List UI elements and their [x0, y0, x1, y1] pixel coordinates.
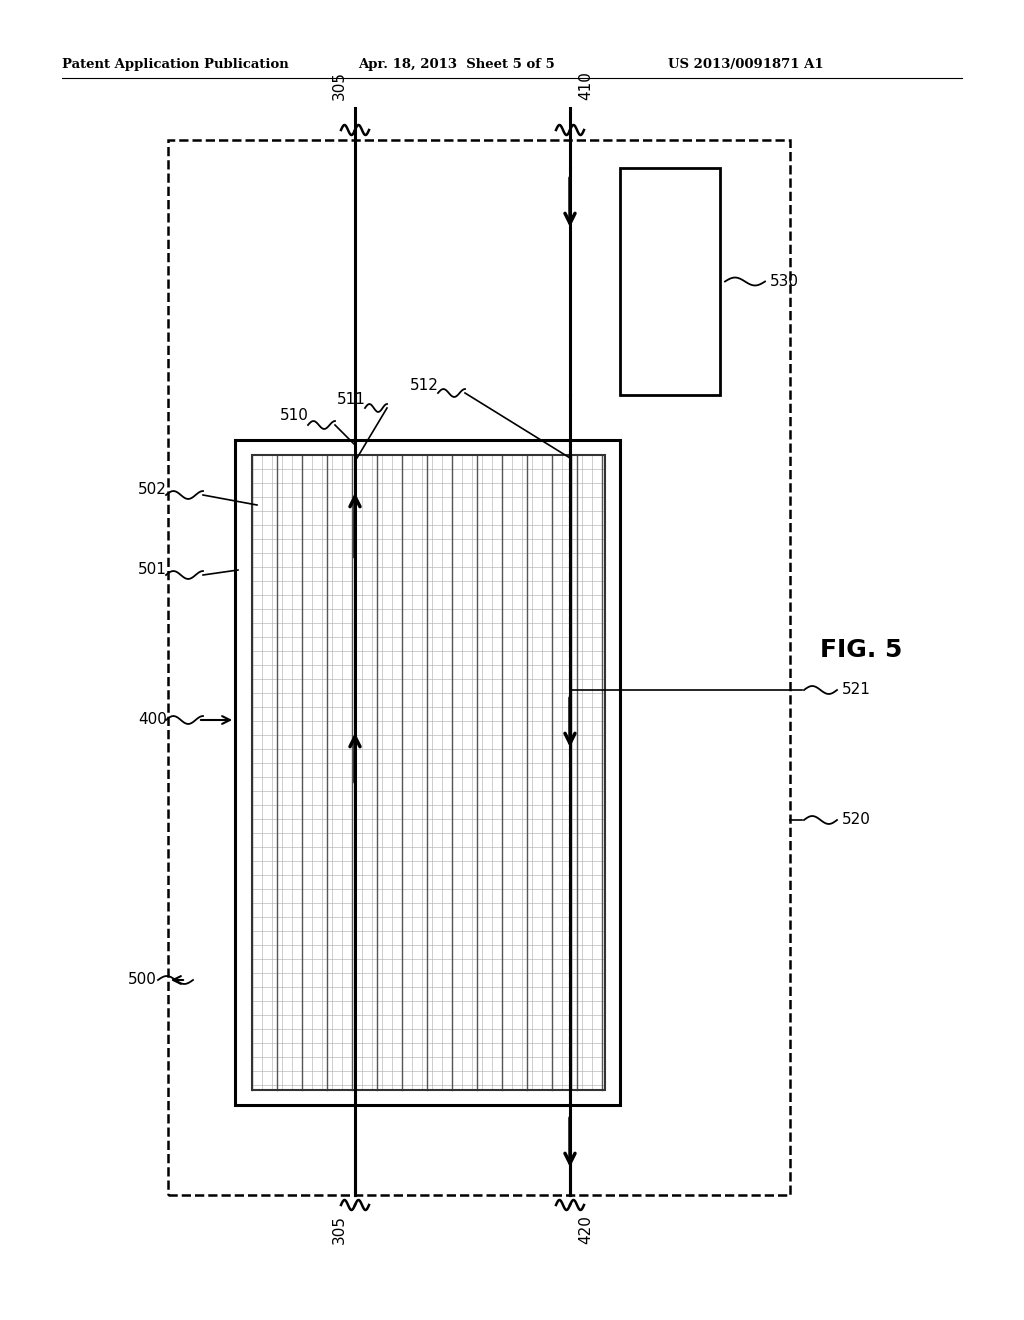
Bar [620, 168, 720, 395]
Text: 530: 530 [770, 275, 799, 289]
Text: Patent Application Publication: Patent Application Publication [62, 58, 289, 71]
Text: 520: 520 [842, 813, 870, 828]
Text: 502: 502 [138, 483, 167, 498]
Text: 512: 512 [410, 378, 439, 392]
Text: 305: 305 [332, 1214, 347, 1243]
Text: 510: 510 [280, 408, 309, 422]
Text: Apr. 18, 2013  Sheet 5 of 5: Apr. 18, 2013 Sheet 5 of 5 [358, 58, 555, 71]
Text: 511: 511 [337, 392, 366, 408]
Bar [252, 455, 605, 1090]
Text: 501: 501 [138, 562, 167, 578]
Bar [234, 440, 620, 1105]
Text: 521: 521 [842, 682, 870, 697]
Text: FIG. 5: FIG. 5 [820, 638, 902, 663]
Text: 420: 420 [578, 1214, 593, 1243]
Bar [168, 140, 790, 1195]
Text: US 2013/0091871 A1: US 2013/0091871 A1 [668, 58, 823, 71]
Bar [252, 455, 605, 1090]
Text: 410: 410 [578, 71, 593, 100]
Text: 305: 305 [332, 71, 347, 100]
Text: 400: 400 [138, 713, 167, 727]
Text: 500: 500 [128, 973, 157, 987]
